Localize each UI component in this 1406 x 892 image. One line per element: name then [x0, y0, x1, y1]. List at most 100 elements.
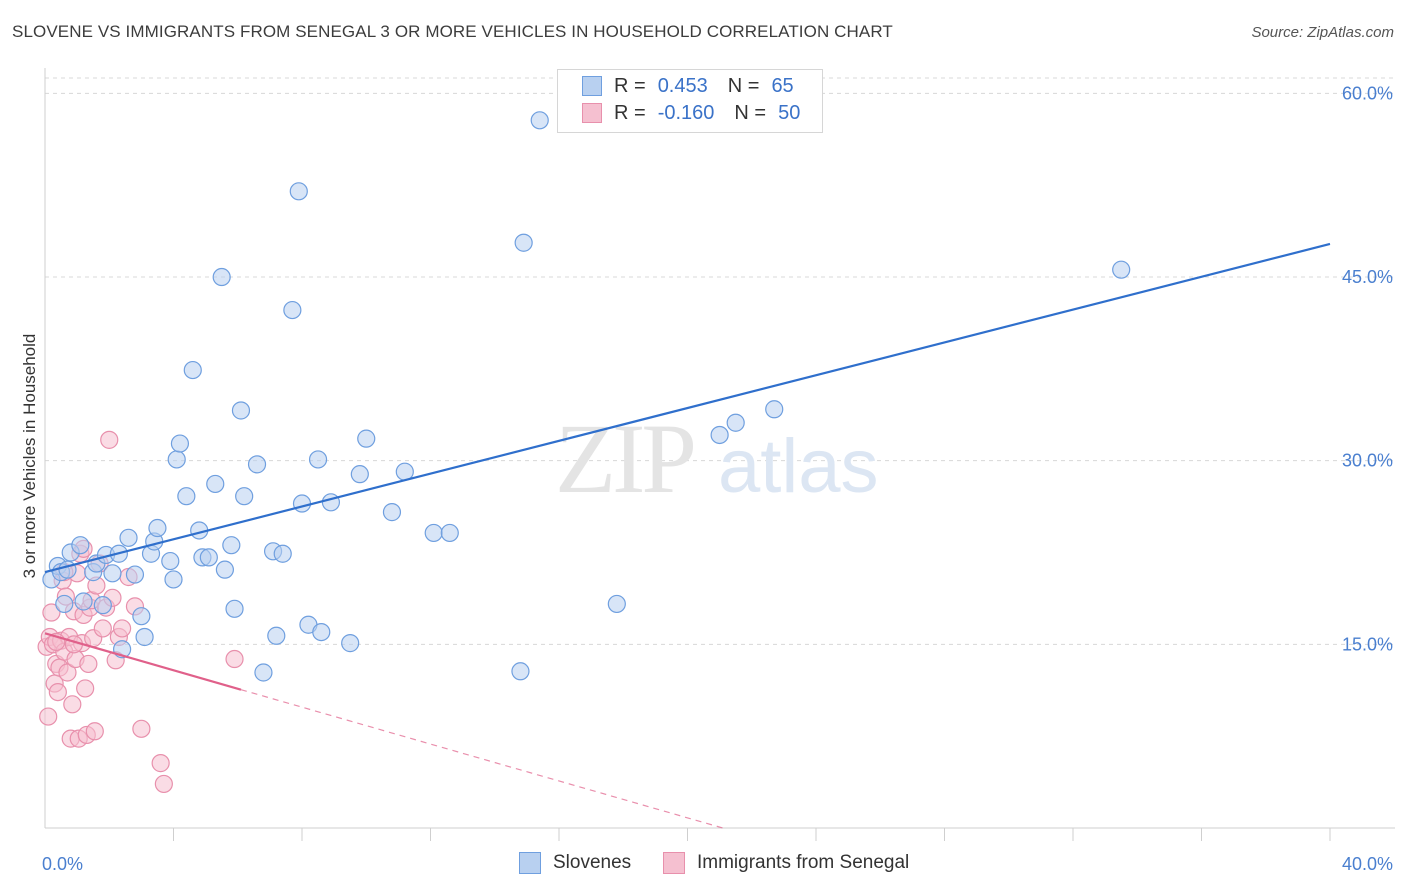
- slovene-point-12: [103, 564, 122, 583]
- y-tick-label-0: 15.0%: [1342, 634, 1393, 654]
- senegal-point-44: [154, 774, 173, 794]
- watermark-atlas: atlas: [718, 424, 879, 509]
- senegal-point-1: [39, 707, 58, 726]
- slovene-point-51: [350, 465, 369, 484]
- slovene-point-50: [341, 634, 360, 653]
- slovene-point-27: [183, 360, 202, 380]
- slovene-point-62: [726, 413, 745, 432]
- slovene-point-17: [132, 607, 151, 626]
- slovene-point-60: [607, 594, 626, 614]
- slovene-point-30: [199, 548, 218, 567]
- slovene-point-43: [283, 300, 302, 320]
- slovene-point-55: [424, 523, 443, 543]
- slovene-point-48: [312, 622, 331, 642]
- x-tick-label-1: 40.0%: [1342, 854, 1393, 874]
- senegal-point-45: [225, 649, 244, 669]
- legend-n-value: 50: [778, 101, 801, 124]
- slovene-point-10: [93, 596, 112, 615]
- legend-swatch-slovenes: [519, 852, 541, 874]
- senegal-point-16: [63, 695, 82, 714]
- slovene-point-39: [254, 663, 273, 682]
- senegal-point-30: [85, 722, 104, 741]
- chart-title: SLOVENE VS IMMIGRANTS FROM SENEGAL 3 OR …: [12, 22, 893, 41]
- legend-swatch-senegal: [663, 852, 685, 874]
- slovene-point-49: [321, 493, 341, 512]
- slovene-point-33: [215, 560, 234, 579]
- slovene-point-15: [119, 528, 138, 547]
- legend-item-slovenes[interactable]: Slovenes: [519, 852, 631, 874]
- slovene-point-37: [235, 487, 254, 506]
- legend-label-slovenes: Slovenes: [553, 852, 632, 873]
- slovene-point-25: [170, 434, 190, 453]
- legend-r-label: R =: [614, 101, 646, 124]
- slovene-point-47: [308, 450, 328, 469]
- legend-row-slovenes: R = 0.453 N = 65: [582, 73, 794, 99]
- legend-r-value: -0.160: [657, 101, 715, 124]
- senegal-point-42: [132, 719, 151, 738]
- legend-swatch-blue: [582, 76, 602, 96]
- grid-lines: [45, 77, 1395, 645]
- senegal-point-26: [79, 654, 98, 674]
- trend-line-senegal: [44, 632, 242, 691]
- y-tick-label-2: 45.0%: [1342, 267, 1393, 287]
- legend-item-senegal[interactable]: Immigrants from Senegal: [663, 852, 909, 874]
- slovene-point-64: [1112, 260, 1131, 279]
- slovene-point-53: [382, 503, 402, 522]
- x-tick-label-0: 0.0%: [42, 854, 83, 874]
- slovene-point-63: [765, 400, 784, 419]
- slovene-point-59: [530, 111, 549, 130]
- slovene-point-23: [164, 570, 183, 589]
- slovene-point-21: [148, 518, 167, 538]
- chart-source: Source: ZipAtlas.com: [1251, 24, 1394, 41]
- slovene-point-6: [71, 536, 90, 555]
- senegal-point-24: [76, 679, 95, 698]
- senegal-point-33: [93, 619, 112, 638]
- trend-line-slovenes: [44, 242, 1331, 574]
- slovene-point-38: [247, 455, 267, 474]
- slovene-point-26: [177, 487, 196, 506]
- legend-r-value: 0.453: [657, 74, 708, 97]
- watermark-zip: ZIP: [555, 403, 693, 514]
- legend-n-label: N =: [727, 74, 760, 97]
- legend-n-label: N =: [734, 101, 767, 124]
- slovene-point-22: [161, 551, 180, 571]
- slovene-point-7: [74, 592, 93, 611]
- slovene-point-42: [273, 544, 292, 563]
- slovene-point-35: [225, 599, 244, 618]
- slovene-point-56: [440, 523, 459, 543]
- slovene-point-52: [357, 429, 376, 448]
- senegal-point-7: [48, 682, 67, 702]
- senegal-point-13: [58, 663, 77, 682]
- slovene-point-41: [267, 626, 286, 645]
- slovene-point-61: [710, 425, 729, 445]
- slovene-point-44: [289, 182, 308, 201]
- slovene-point-45: [292, 494, 312, 513]
- slovene-point-32: [212, 267, 231, 287]
- slovene-point-31: [206, 474, 225, 494]
- tick-labels: 15.0% 30.0% 45.0% 60.0% 0.0% 40.0%: [42, 83, 1393, 874]
- slovene-point-4: [58, 560, 77, 579]
- legend-r-label: R =: [614, 74, 646, 97]
- senegal-point-3: [42, 603, 61, 622]
- watermark: ZIP atlas: [555, 403, 879, 514]
- slovene-point-24: [167, 450, 186, 469]
- senegal-point-39: [112, 619, 132, 638]
- slovene-point-3: [55, 594, 74, 614]
- legend-n-value: 65: [771, 74, 794, 97]
- trend-lines: [44, 242, 1331, 829]
- senegal-point-43: [151, 754, 170, 773]
- slovene-point-57: [511, 662, 530, 681]
- slovene-point-18: [135, 627, 154, 647]
- series-legend: Slovenes Immigrants from Senegal: [0, 852, 1406, 878]
- legend-label-senegal: Immigrants from Senegal: [697, 852, 910, 873]
- legend-swatch-pink: [582, 103, 602, 123]
- slovene-point-36: [231, 401, 251, 420]
- slovene-point-58: [514, 233, 533, 252]
- legend-row-senegal: R = -0.160 N = 50: [582, 100, 800, 126]
- axes: [44, 68, 1395, 841]
- senegal-point-35: [100, 430, 119, 449]
- slovene-point-16: [125, 565, 145, 584]
- y-tick-label-1: 30.0%: [1342, 451, 1393, 471]
- correlation-legend: R = 0.453 N = 65 R = -0.160 N = 50: [557, 69, 823, 133]
- y-tick-label-3: 60.0%: [1342, 83, 1393, 103]
